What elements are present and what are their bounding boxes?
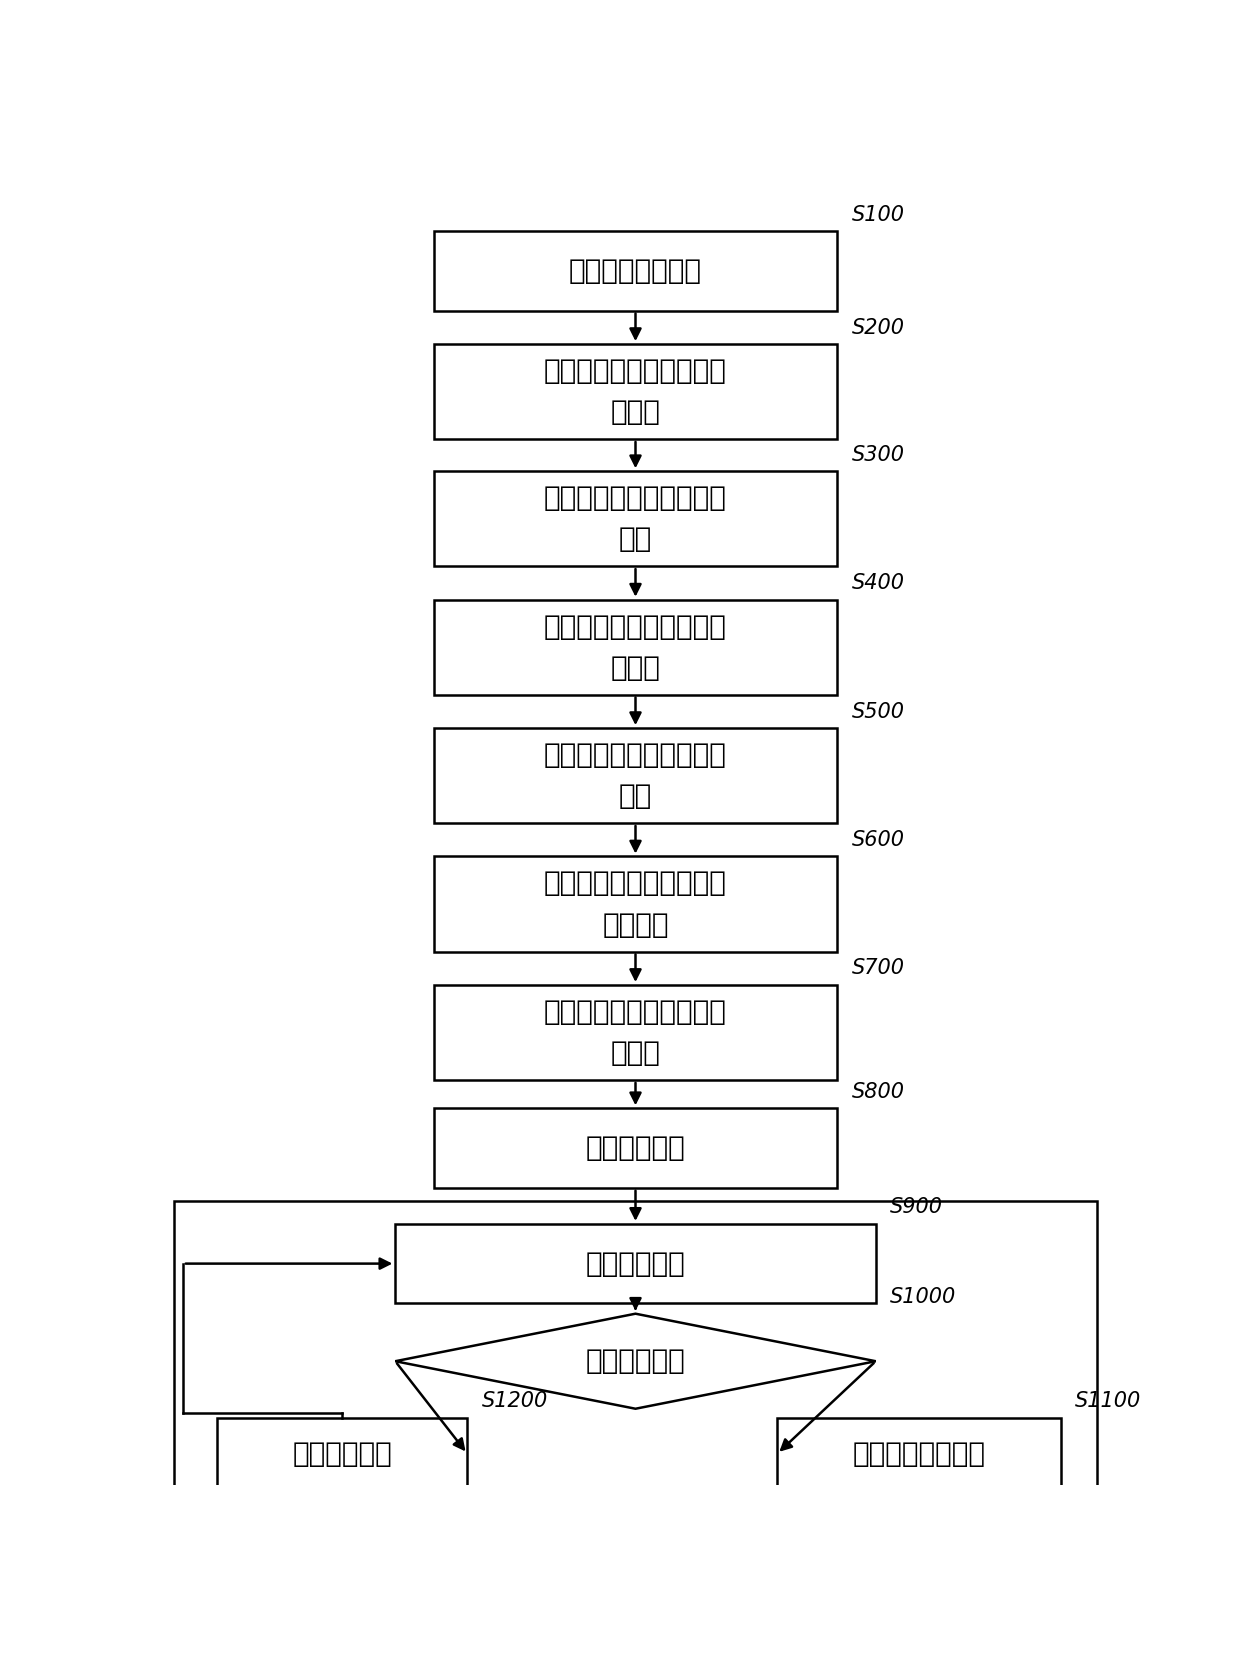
Text: 仿真循环步骤: 仿真循环步骤 <box>293 1439 392 1468</box>
Bar <box>434 470 837 565</box>
Text: 仿真初始步骤: 仿真初始步骤 <box>585 1134 686 1163</box>
Text: 获得管道支路热力方程组
步骤: 获得管道支路热力方程组 步骤 <box>544 484 727 554</box>
Bar <box>434 230 837 310</box>
Text: S1100: S1100 <box>1075 1391 1141 1411</box>
Text: S400: S400 <box>852 574 905 594</box>
Bar <box>396 1224 875 1303</box>
Bar <box>434 1108 837 1188</box>
Text: S700: S700 <box>852 959 905 979</box>
Text: 获得热源支路热力方程组
步骤: 获得热源支路热力方程组 步骤 <box>544 741 727 811</box>
Text: S100: S100 <box>852 205 905 225</box>
Bar <box>434 344 837 439</box>
Text: S900: S900 <box>890 1198 944 1218</box>
Text: 获得水力部分动态仿真模
型步骤: 获得水力部分动态仿真模 型步骤 <box>544 357 727 425</box>
Text: S200: S200 <box>852 317 905 337</box>
Text: S500: S500 <box>852 702 905 722</box>
Bar <box>777 1418 1060 1490</box>
Bar <box>217 1418 467 1490</box>
Bar <box>434 727 837 822</box>
Text: 仿真判断步骤: 仿真判断步骤 <box>585 1348 686 1374</box>
Text: S800: S800 <box>852 1083 905 1103</box>
Text: S300: S300 <box>852 445 905 465</box>
Text: 获得系统热力拓扑约束方
程组步骤: 获得系统热力拓扑约束方 程组步骤 <box>544 869 727 939</box>
Text: S1200: S1200 <box>481 1391 548 1411</box>
Text: S600: S600 <box>852 831 905 851</box>
Text: 获得热力部分动态仿真模
型步骤: 获得热力部分动态仿真模 型步骤 <box>544 997 727 1068</box>
Bar <box>174 1201 1096 1505</box>
Text: 获得热用户支路热力方程
组步骤: 获得热用户支路热力方程 组步骤 <box>544 612 727 682</box>
Bar <box>434 984 837 1079</box>
Bar <box>434 856 837 951</box>
Text: 仿真结果确定步骤: 仿真结果确定步骤 <box>852 1439 986 1468</box>
Bar <box>434 599 837 694</box>
Text: 仿真处理步骤: 仿真处理步骤 <box>585 1249 686 1278</box>
Text: S1000: S1000 <box>890 1288 956 1308</box>
Text: 系统参数输入步骤: 系统参数输入步骤 <box>569 257 702 285</box>
Polygon shape <box>396 1314 875 1409</box>
